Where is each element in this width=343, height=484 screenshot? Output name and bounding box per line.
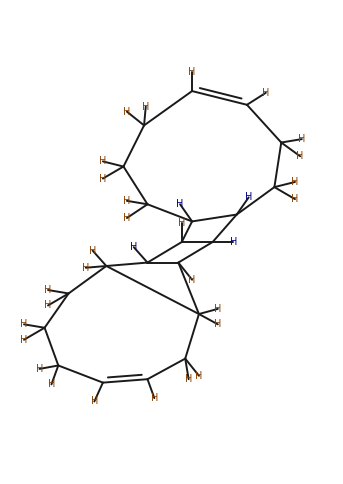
Text: H: H: [188, 67, 196, 77]
Text: H: H: [291, 194, 299, 204]
Text: H: H: [142, 102, 150, 111]
Text: H: H: [20, 335, 28, 345]
Text: H: H: [36, 364, 43, 374]
Text: H: H: [291, 177, 299, 187]
Text: H: H: [245, 193, 252, 202]
Text: H: H: [99, 156, 107, 166]
Text: H: H: [44, 285, 52, 295]
Text: H: H: [178, 218, 186, 228]
Text: H: H: [229, 237, 237, 247]
Text: H: H: [262, 88, 270, 98]
Text: H: H: [44, 301, 52, 310]
Text: H: H: [123, 106, 131, 117]
Text: H: H: [123, 213, 131, 223]
Text: H: H: [91, 396, 98, 407]
Text: H: H: [296, 151, 304, 161]
Text: H: H: [214, 304, 222, 314]
Text: H: H: [130, 242, 138, 252]
Text: H: H: [151, 393, 158, 403]
Text: H: H: [48, 379, 55, 389]
Text: H: H: [188, 275, 196, 285]
Text: H: H: [176, 199, 184, 209]
Text: H: H: [20, 319, 28, 329]
Text: H: H: [195, 371, 203, 381]
Text: H: H: [99, 174, 107, 183]
Text: H: H: [214, 319, 222, 329]
Text: H: H: [185, 374, 192, 384]
Text: H: H: [123, 196, 131, 206]
Text: H: H: [89, 245, 96, 256]
Text: H: H: [82, 263, 90, 272]
Text: H: H: [298, 134, 306, 144]
